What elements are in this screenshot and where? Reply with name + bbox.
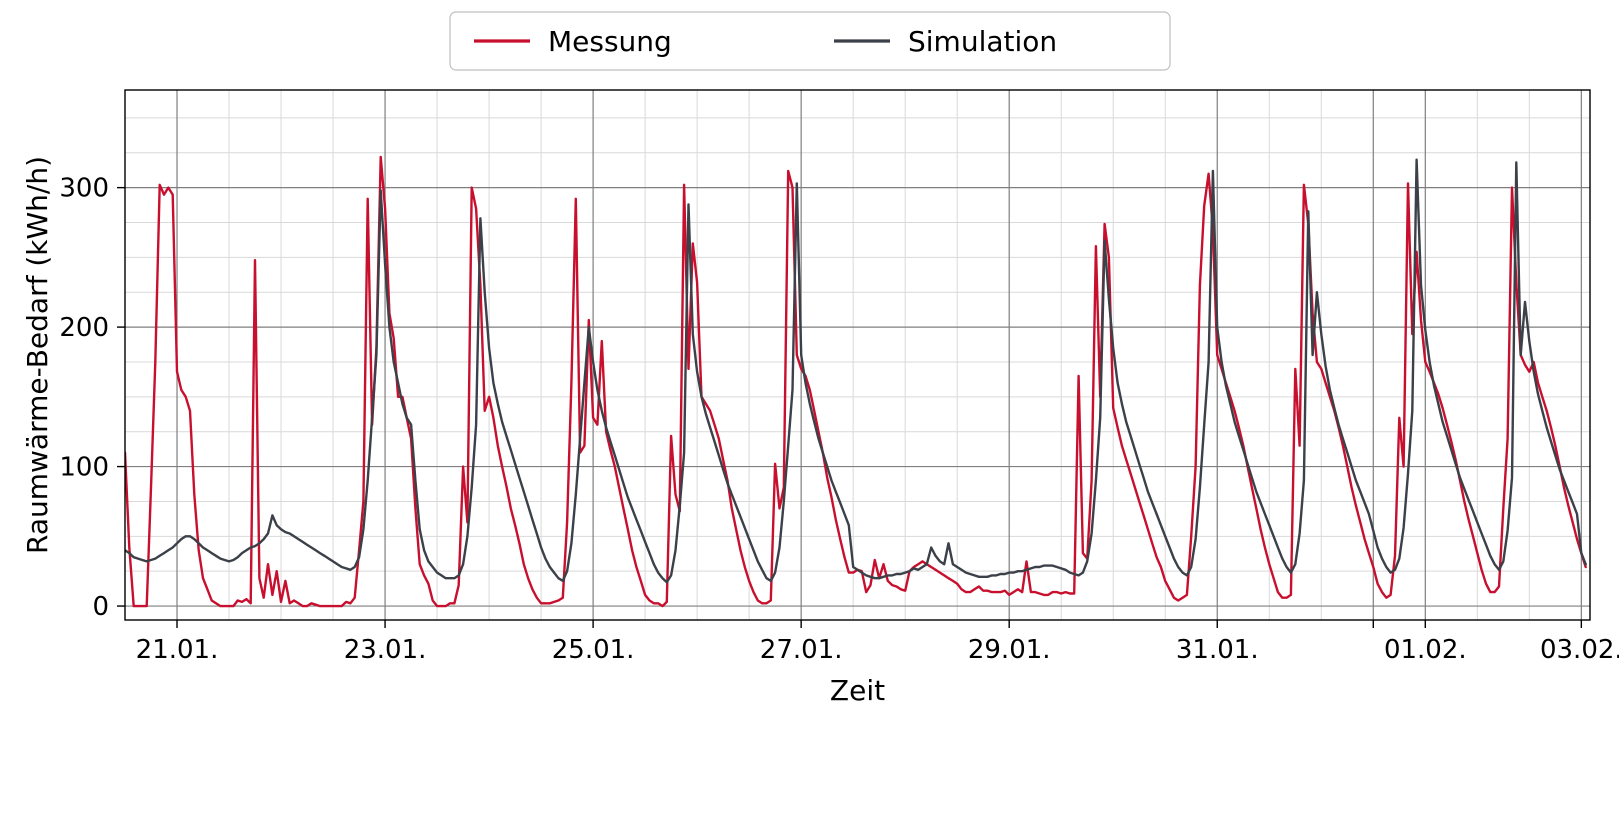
svg-text:0: 0: [92, 592, 109, 622]
svg-text:23.01.: 23.01.: [344, 635, 427, 665]
svg-text:Simulation: Simulation: [908, 25, 1057, 58]
svg-text:31.01.: 31.01.: [1176, 635, 1259, 665]
svg-text:300: 300: [59, 174, 109, 204]
y-axis-label: Raumwärme-Bedarf (kWh/h): [21, 156, 54, 554]
chart-svg: 21.01. 23.01. 25.01. 27.01. 29.01. 31.01. 01.0…: [0, 0, 1619, 839]
svg-text:100: 100: [59, 453, 109, 483]
svg-text:27.01.: 27.01.: [760, 635, 843, 665]
svg-text:01.02.: 01.02.: [1384, 635, 1467, 665]
svg-text:03.02.: 03.02.: [1540, 635, 1619, 665]
svg-text:Messung: Messung: [548, 25, 672, 58]
svg-text:25.01.: 25.01.: [552, 635, 635, 665]
svg-text:200: 200: [59, 313, 109, 343]
svg-text:21.01.: 21.01.: [136, 635, 219, 665]
legend: Messung Simulation: [450, 12, 1170, 70]
heat-demand-chart: 21.01. 23.01. 25.01. 27.01. 29.01. 31.01. 01.0…: [0, 0, 1619, 839]
x-axis-label: Zeit: [830, 674, 885, 707]
svg-text:29.01.: 29.01.: [968, 635, 1051, 665]
